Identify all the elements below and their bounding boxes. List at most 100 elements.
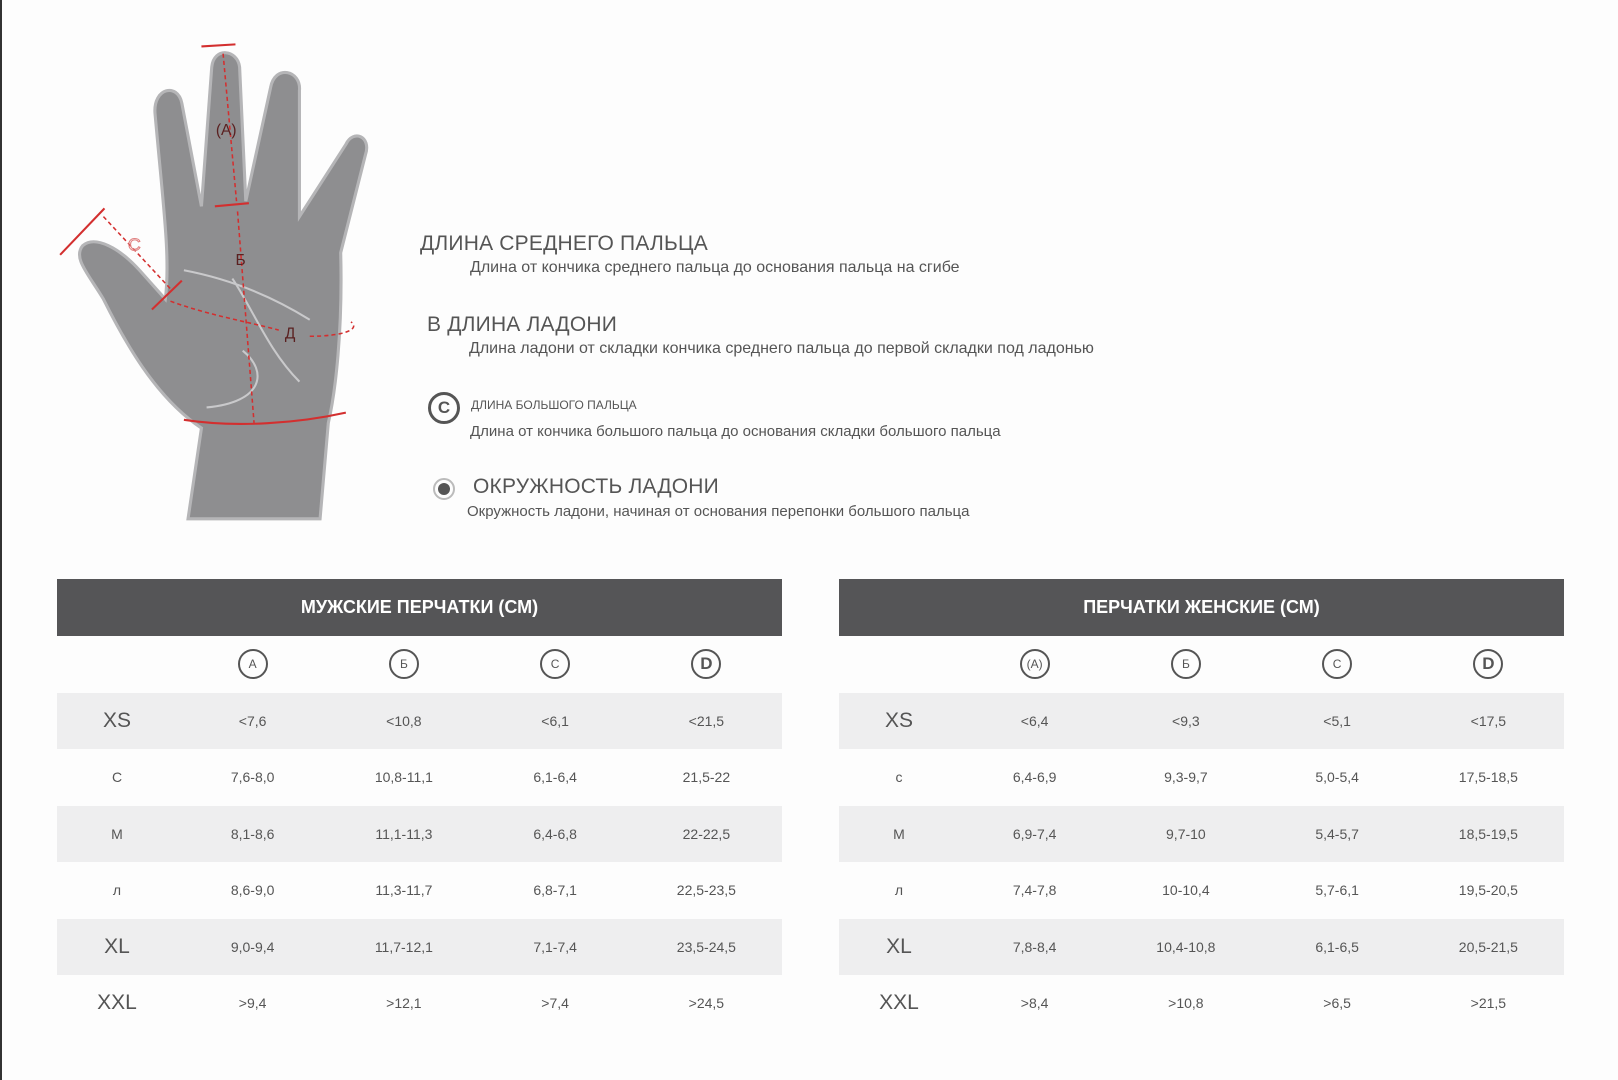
table-cell: >8,4: [1020, 995, 1049, 1012]
table-cell: 7,4-7,8: [1012, 882, 1057, 899]
size-label: XXL: [879, 991, 919, 1015]
size-label: л: [894, 882, 904, 899]
table-title: МУЖСКИЕ ПЕРЧАТКИ (СМ): [57, 579, 782, 636]
table-cell: 11,3-11,7: [375, 882, 433, 899]
table-cell: 11,1-11,3: [375, 825, 433, 842]
label-b: Б: [236, 252, 246, 269]
measure-2-circle-icon: Б: [1170, 649, 1201, 680]
table-cell: >9,4: [238, 995, 267, 1012]
size-label: XL: [104, 934, 130, 958]
column-header: D: [1413, 649, 1564, 680]
table-cell: <7,6: [238, 712, 267, 729]
legend-title-thumb: ДЛИНА БОЛЬШОГО ПАЛЬЦА: [471, 398, 637, 412]
measure-3-circle-icon: C: [540, 649, 571, 680]
measure-4-circle-icon: D: [691, 649, 722, 680]
table-cell: 20,5-21,5: [1458, 938, 1518, 955]
table-row: XL 7,8-8,4 10,4-10,8 6,1-6,5 20,5-21,5: [839, 918, 1564, 975]
size-label: с: [895, 769, 903, 786]
size-label: М: [893, 825, 905, 842]
size-label: XXL: [97, 991, 137, 1015]
measure-3-circle-icon: C: [1322, 649, 1353, 680]
table-cell: 10,4-10,8: [1156, 938, 1216, 955]
table-cell: <5,1: [1323, 712, 1351, 729]
table-row: М 6,9-7,4 9,7-10 5,4-5,7 18,5-19,5: [839, 805, 1564, 862]
size-label: л: [112, 882, 122, 899]
table-cell: 6,8-7,1: [533, 882, 577, 899]
table-cell: 22-22,5: [682, 825, 731, 842]
table-cell: 10-10,4: [1162, 882, 1210, 899]
size-label: XL: [886, 934, 912, 958]
column-header: Б: [328, 649, 479, 680]
mens-size-table: МУЖСКИЕ ПЕРЧАТКИ (СМ) A Б C D XS <7,6 <10,8 <6,1…: [57, 579, 782, 1032]
table-cell: 5,7-6,1: [1315, 882, 1359, 899]
legend-title-middle-finger: ДЛИНА СРЕДНЕГО ПАЛЬЦА: [420, 232, 708, 255]
table-cell: 7,1-7,4: [533, 938, 577, 955]
size-label: XS: [884, 708, 913, 732]
table-cell: >21,5: [1470, 995, 1507, 1012]
table-cell: 21,5-22: [682, 769, 731, 786]
table-cell: 6,4-6,9: [1012, 769, 1057, 786]
table-cell: 23,5-24,5: [676, 938, 736, 955]
measure-1-circle-icon: A: [237, 649, 268, 680]
table-cell: 6,4-6,8: [533, 825, 577, 842]
size-label: С: [111, 769, 123, 786]
table-cell: <10,8: [386, 712, 422, 729]
table-cell: 8,6-9,0: [230, 882, 275, 899]
column-header: Б: [1110, 649, 1261, 680]
table-cell: >10,8: [1168, 995, 1204, 1012]
table-cell: 8,1-8,6: [230, 825, 275, 842]
table-cell: 5,0-5,4: [1315, 769, 1359, 786]
table-cell: <6,4: [1020, 712, 1049, 729]
column-header: D: [631, 649, 782, 680]
legend-title-circumference: ОКРУЖНОСТЬ ЛАДОНИ: [473, 475, 719, 498]
table-cell: 11,7-12,1: [374, 938, 433, 955]
label-d: Д: [285, 325, 296, 342]
table-title: ПЕРЧАТКИ ЖЕНСКИЕ (СМ): [839, 579, 1564, 636]
table-row: XL 9,0-9,4 11,7-12,1 7,1-7,4 23,5-24,5: [57, 918, 782, 975]
measure-1-circle-icon: (A): [1019, 649, 1050, 680]
column-header: C: [480, 649, 631, 680]
column-header-row: (A) Б C D: [839, 636, 1564, 693]
table-cell: 18,5-19,5: [1458, 825, 1518, 842]
left-border: [0, 0, 2, 1080]
table-cell: 5,4-5,7: [1315, 825, 1359, 842]
measure-4-circle-icon: D: [1473, 649, 1504, 680]
table-row: л 7,4-7,8 10-10,4 5,7-6,1 19,5-20,5: [839, 862, 1564, 919]
c-circle-icon: C: [428, 392, 460, 424]
table-row: XXL >8,4 >10,8 >6,5 >21,5: [839, 975, 1564, 1032]
table-row: С 7,6-8,0 10,8-11,1 6,1-6,4 21,5-22: [57, 749, 782, 806]
table-cell: 6,1-6,5: [1315, 938, 1359, 955]
table-cell: 9,3-9,7: [1164, 769, 1208, 786]
table-row: с 6,4-6,9 9,3-9,7 5,0-5,4 17,5-18,5: [839, 749, 1564, 806]
table-cell: <6,1: [541, 712, 569, 729]
table-cell: >24,5: [688, 995, 725, 1012]
table-row: XS <7,6 <10,8 <6,1 <21,5: [57, 692, 782, 749]
table-cell: >12,1: [386, 995, 422, 1012]
table-cell: >6,5: [1323, 995, 1351, 1012]
table-cell: 19,5-20,5: [1458, 882, 1518, 899]
table-cell: 7,6-8,0: [230, 769, 275, 786]
table-cell: <17,5: [1470, 712, 1507, 729]
table-cell: 22,5-23,5: [676, 882, 736, 899]
size-label: М: [111, 825, 123, 842]
measurement-lines: [59, 43, 355, 425]
table-cell: 17,5-18,5: [1458, 769, 1518, 786]
womens-size-table: ПЕРЧАТКИ ЖЕНСКИЕ (СМ) (A) Б C D XS <6,4 <9,3 <5,…: [839, 579, 1564, 1032]
circle-dot-icon: [433, 478, 455, 500]
table-cell: 9,7-10: [1166, 825, 1206, 842]
label-c: C: [128, 235, 141, 255]
legend-desc-thumb: Длина от кончика большого пальца до осно…: [470, 423, 1001, 440]
legend-title-palm-length: В ДЛИНА ЛАДОНИ: [427, 313, 618, 336]
table-cell: 6,9-7,4: [1012, 825, 1057, 842]
legend-desc-circumference: Окружность ладони, начиная от основания …: [467, 503, 970, 520]
table-cell: >7,4: [541, 995, 569, 1012]
measure-2-circle-icon: Б: [388, 649, 419, 680]
hand-silhouette: [77, 51, 369, 521]
label-a: (A): [216, 122, 237, 139]
palm-lines: [183, 269, 311, 409]
table-cell: 9,0-9,4: [230, 938, 275, 955]
size-label: XS: [102, 708, 131, 732]
table-row: XS <6,4 <9,3 <5,1 <17,5: [839, 692, 1564, 749]
